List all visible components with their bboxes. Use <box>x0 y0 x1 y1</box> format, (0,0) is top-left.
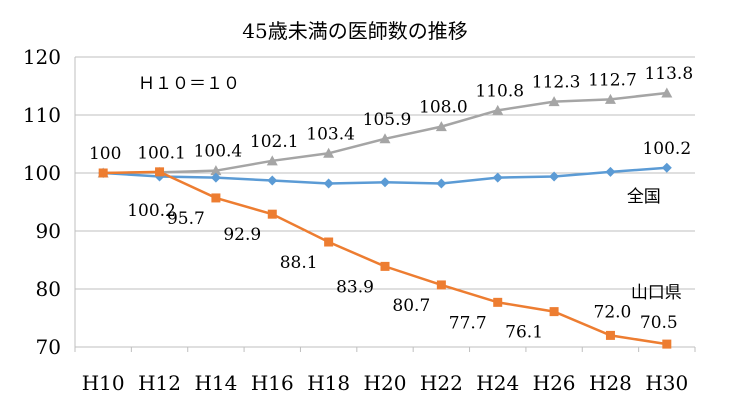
y-tick-label: 70 <box>36 335 61 359</box>
data-label-top: 112.7 <box>588 70 637 90</box>
point-zenkoku <box>549 171 560 182</box>
data-label-yamaguchi: 92.9 <box>223 225 261 245</box>
data-labels: 100 100.1 100.4 102.1 103.4 105.9 108.0 110.8 11… <box>89 64 693 343</box>
point-top <box>661 87 673 98</box>
data-label-top: 103.4 <box>306 124 355 144</box>
point-zenkoku <box>210 172 221 183</box>
data-label-top: 100 <box>89 144 121 164</box>
point-top <box>379 133 391 144</box>
data-label-top: 113.8 <box>644 64 693 84</box>
y-tick-label: 80 <box>36 277 61 301</box>
point-yamaguchi <box>662 339 672 349</box>
data-label-top: 112.3 <box>532 73 581 93</box>
point-top <box>323 147 335 158</box>
data-label-yamaguchi: 76.1 <box>505 323 543 343</box>
x-axis: H10 H12 H14 H16 H18 H20 H22 H24 H26 H28 H30 <box>74 346 696 395</box>
point-zenkoku <box>436 178 447 189</box>
point-top <box>210 165 222 176</box>
y-tick-label: 120 <box>23 45 61 69</box>
data-label-yamaguchi: 77.7 <box>449 313 487 333</box>
series-group <box>97 87 673 349</box>
chart-annotation: Ｈ１０＝１０ <box>138 74 240 94</box>
data-label-top: 100.4 <box>194 142 243 162</box>
point-yamaguchi <box>549 307 559 317</box>
point-yamaguchi <box>155 167 165 177</box>
point-yamaguchi <box>493 297 503 307</box>
point-yamaguchi <box>267 209 277 219</box>
data-label-yamaguchi: 70.5 <box>640 313 678 333</box>
point-yamaguchi <box>380 261 390 271</box>
series-line-top <box>103 91 667 175</box>
x-tick-label: H12 <box>138 371 181 395</box>
data-label-top: 110.8 <box>475 81 524 101</box>
point-yamaguchi <box>436 280 446 290</box>
point-top <box>548 96 560 107</box>
point-yamaguchi <box>324 237 334 247</box>
point-zenkoku <box>267 175 278 186</box>
point-yamaguchi <box>211 193 221 203</box>
point-yamaguchi <box>605 330 615 340</box>
x-tick-label: H22 <box>420 371 463 395</box>
point-zenkoku <box>605 166 616 177</box>
data-label-top: 100.1 <box>137 143 186 163</box>
chart-title: 45歳未満の医師数の推移 <box>242 19 467 43</box>
x-tick-label: H20 <box>364 371 407 395</box>
x-tick-label: H26 <box>533 371 576 395</box>
data-label-yamaguchi: 100.2 <box>127 201 176 221</box>
series-name-yamaguchi: 山口県 <box>631 283 682 303</box>
data-label-top: 108.0 <box>419 98 468 118</box>
data-label-top: 102.1 <box>250 132 299 152</box>
x-tick-label: H14 <box>194 371 237 395</box>
point-top <box>435 121 447 132</box>
series-line-yamaguchi <box>103 170 668 346</box>
x-tick-label: H30 <box>645 371 688 395</box>
point-zenkoku <box>492 172 503 183</box>
point-top <box>604 93 616 104</box>
series-name-zenkoku: 全国 <box>627 187 661 207</box>
data-label-top: 105.9 <box>363 110 412 130</box>
point-zenkoku <box>323 178 334 189</box>
y-axis: 70 80 90 100 110 120 <box>23 45 76 359</box>
data-label-yamaguchi: 72.0 <box>594 302 632 322</box>
point-top <box>492 104 504 115</box>
y-tick-label: 110 <box>23 103 61 127</box>
x-tick-label: H24 <box>476 371 519 395</box>
data-label-yamaguchi: 80.7 <box>392 296 430 316</box>
x-tick-label: H10 <box>82 371 125 395</box>
x-tick-label: H16 <box>251 371 294 395</box>
point-top <box>266 155 278 166</box>
data-label-yamaguchi: 95.7 <box>167 209 205 229</box>
y-tick-label: 90 <box>36 219 61 243</box>
point-zenkoku <box>380 177 390 188</box>
x-tick-label: H18 <box>307 371 350 395</box>
y-tick-label: 100 <box>23 161 61 185</box>
point-yamaguchi <box>98 168 108 178</box>
data-label-yamaguchi: 88.1 <box>280 253 318 273</box>
point-zenkoku <box>661 162 672 173</box>
data-label-yamaguchi: 83.9 <box>336 277 374 297</box>
x-tick-label: H28 <box>589 371 632 395</box>
data-label-zenkoku: 100.2 <box>642 139 691 159</box>
